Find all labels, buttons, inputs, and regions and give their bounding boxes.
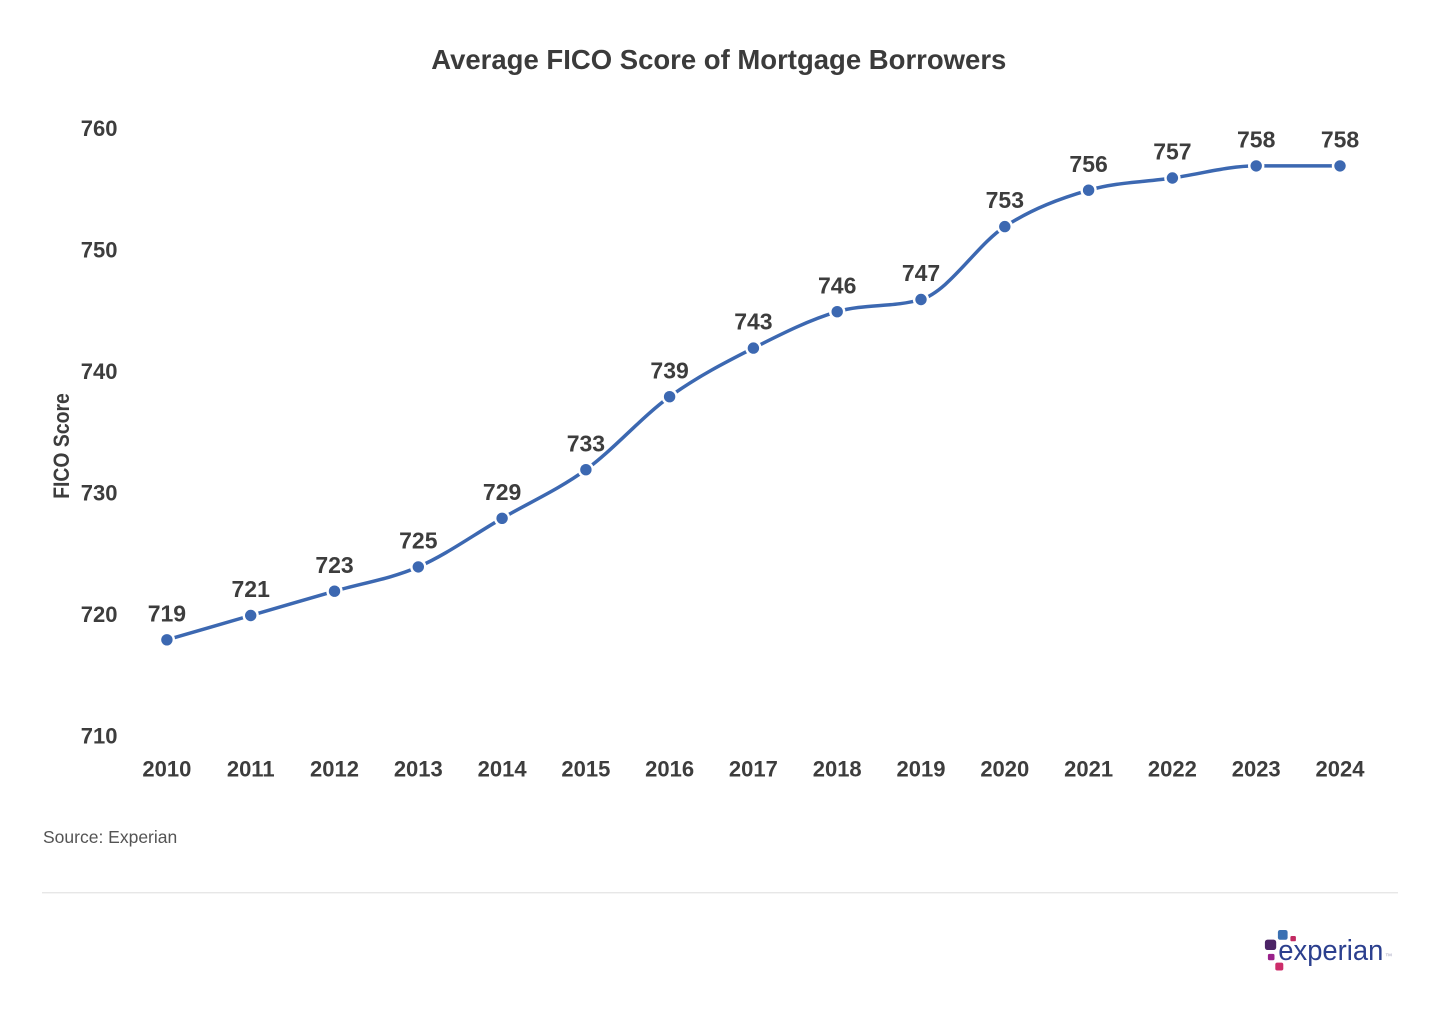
svg-text:723: 723 <box>315 552 353 578</box>
svg-text:2010: 2010 <box>142 756 191 781</box>
svg-text:2021: 2021 <box>1064 756 1113 781</box>
svg-text:756: 756 <box>1069 151 1107 177</box>
svg-text:760: 760 <box>81 116 118 141</box>
svg-text:2011: 2011 <box>227 756 275 781</box>
svg-text:FICO Score: FICO Score <box>49 393 74 499</box>
svg-text:739: 739 <box>650 357 688 383</box>
svg-text:740: 740 <box>81 359 118 384</box>
svg-text:758: 758 <box>1237 127 1276 153</box>
svg-text:experian: experian <box>1278 935 1383 967</box>
svg-text:2022: 2022 <box>1148 756 1197 781</box>
svg-text:719: 719 <box>148 600 186 626</box>
svg-text:Source: Experian: Source: Experian <box>43 827 177 847</box>
svg-text:™: ™ <box>1385 952 1393 961</box>
svg-text:2012: 2012 <box>310 756 359 781</box>
svg-text:733: 733 <box>567 430 605 456</box>
svg-text:729: 729 <box>483 479 521 505</box>
svg-text:746: 746 <box>818 272 856 298</box>
svg-text:2016: 2016 <box>645 756 694 781</box>
svg-text:721: 721 <box>232 576 271 602</box>
svg-text:710: 710 <box>81 724 118 749</box>
svg-text:2015: 2015 <box>561 756 610 781</box>
svg-text:2019: 2019 <box>897 756 946 781</box>
svg-text:2014: 2014 <box>478 756 528 781</box>
svg-text:730: 730 <box>81 481 118 506</box>
svg-text:725: 725 <box>399 528 438 554</box>
svg-text:720: 720 <box>81 602 118 627</box>
svg-text:Average FICO Score of Mortgage: Average FICO Score of Mortgage Borrowers <box>431 44 1006 75</box>
svg-text:758: 758 <box>1321 127 1360 153</box>
svg-text:753: 753 <box>986 187 1024 213</box>
svg-text:750: 750 <box>81 238 118 263</box>
svg-text:2023: 2023 <box>1232 756 1281 781</box>
svg-text:2017: 2017 <box>729 756 778 781</box>
svg-text:743: 743 <box>734 309 772 335</box>
svg-text:2018: 2018 <box>813 756 862 781</box>
svg-text:2024: 2024 <box>1316 756 1366 781</box>
svg-text:757: 757 <box>1153 139 1191 165</box>
svg-text:747: 747 <box>902 260 940 286</box>
svg-text:2013: 2013 <box>394 756 443 781</box>
svg-text:2020: 2020 <box>980 756 1029 781</box>
